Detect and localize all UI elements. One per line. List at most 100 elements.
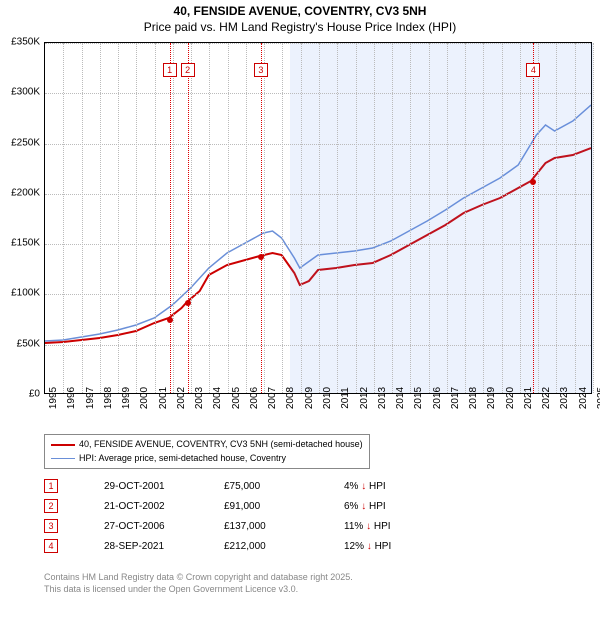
x-tick-label: 2001 [158,387,169,409]
row-num-badge: 4 [44,539,58,553]
gridline-v [447,43,448,393]
footer-line2: This data is licensed under the Open Gov… [44,584,584,596]
x-tick-label: 2018 [468,387,479,409]
y-tick-label: £50K [17,338,40,349]
x-tick-label: 2017 [450,387,461,409]
footer-attribution: Contains HM Land Registry data © Crown c… [44,572,584,595]
x-tick-label: 1999 [121,387,132,409]
gridline-v [556,43,557,393]
x-tick-label: 2009 [304,387,315,409]
x-tick-label: 2000 [139,387,150,409]
sale-marker-line [533,43,534,393]
gridline-v [392,43,393,393]
sales-table: 129-OCT-2001£75,0004% ↓ HPI221-OCT-2002£… [44,476,434,556]
y-tick-label: £100K [11,288,40,299]
row-pct: 11% ↓ HPI [344,516,434,536]
gridline-v [63,43,64,393]
gridline-v [264,43,265,393]
y-tick-label: £150K [11,238,40,249]
sale-marker-badge: 1 [163,63,177,77]
down-arrow-icon: ↓ [366,521,371,532]
sale-dot [530,179,536,185]
table-row: 3 27-OCT-2006£137,00011% ↓ HPI [44,516,434,536]
x-tick-label: 2008 [285,387,296,409]
gridline-h [45,244,591,245]
sale-dot [185,300,191,306]
x-tick-label: 2004 [212,387,223,409]
x-tick-label: 2023 [559,387,570,409]
row-price: £91,000 [224,496,344,516]
price-chart: 1234 [44,42,592,394]
row-pct: 12% ↓ HPI [344,536,434,556]
y-tick-label: £250K [11,137,40,148]
x-tick-label: 2007 [267,387,278,409]
gridline-v [136,43,137,393]
x-tick-label: 1996 [66,387,77,409]
row-pct: 4% ↓ HPI [344,476,434,496]
y-tick-label: £300K [11,87,40,98]
gridline-h [45,194,591,195]
x-tick-label: 2011 [340,387,351,409]
gridline-v [100,43,101,393]
legend-item-hpi: HPI: Average price, semi-detached house,… [51,452,363,466]
gridline-v [191,43,192,393]
x-tick-label: 2005 [231,387,242,409]
sale-dot [167,317,173,323]
x-tick-label: 2003 [194,387,205,409]
row-date: 28-SEP-2021 [104,536,224,556]
gridline-v [374,43,375,393]
x-tick-label: 2019 [486,387,497,409]
sale-marker-badge: 2 [181,63,195,77]
row-num-badge: 3 [44,519,58,533]
hpi-shade-region [290,43,593,393]
table-row: 129-OCT-2001£75,0004% ↓ HPI [44,476,434,496]
x-tick-label: 2016 [432,387,443,409]
sale-dot [258,254,264,260]
row-date: 27-OCT-2006 [104,516,224,536]
y-tick-label: £200K [11,187,40,198]
sale-marker-line [170,43,171,393]
gridline-v [465,43,466,393]
gridline-v [337,43,338,393]
gridline-h [45,345,591,346]
gridline-v [575,43,576,393]
gridline-h [45,93,591,94]
gridline-v [538,43,539,393]
legend-swatch-price [51,444,75,446]
sale-marker-line [261,43,262,393]
x-tick-label: 1997 [85,387,96,409]
gridline-v [209,43,210,393]
gridline-v [429,43,430,393]
legend-label-price: 40, FENSIDE AVENUE, COVENTRY, CV3 5NH (s… [79,438,363,452]
row-num-badge: 1 [44,479,58,493]
gridline-v [173,43,174,393]
gridline-v [228,43,229,393]
down-arrow-icon: ↓ [367,541,372,552]
down-arrow-icon: ↓ [361,501,366,512]
row-date: 21-OCT-2002 [104,496,224,516]
gridline-v [520,43,521,393]
x-tick-label: 2025 [596,387,600,409]
title-line2: Price paid vs. HM Land Registry's House … [0,20,600,36]
x-tick-label: 2024 [578,387,589,409]
gridline-v [483,43,484,393]
x-tick-label: 2013 [377,387,388,409]
x-tick-label: 2020 [505,387,516,409]
x-tick-label: 2006 [249,387,260,409]
chart-legend: 40, FENSIDE AVENUE, COVENTRY, CV3 5NH (s… [44,434,370,469]
x-tick-label: 2014 [395,387,406,409]
gridline-v [82,43,83,393]
legend-label-hpi: HPI: Average price, semi-detached house,… [79,452,286,466]
gridline-h [45,294,591,295]
gridline-v [593,43,594,393]
gridline-v [301,43,302,393]
gridline-h [45,144,591,145]
gridline-v [246,43,247,393]
table-row: 221-OCT-2002£91,0006% ↓ HPI [44,496,434,516]
row-price: £137,000 [224,516,344,536]
gridline-v [502,43,503,393]
gridline-h [45,43,591,44]
gridline-v [282,43,283,393]
sale-marker-badge: 4 [526,63,540,77]
row-pct: 6% ↓ HPI [344,496,434,516]
